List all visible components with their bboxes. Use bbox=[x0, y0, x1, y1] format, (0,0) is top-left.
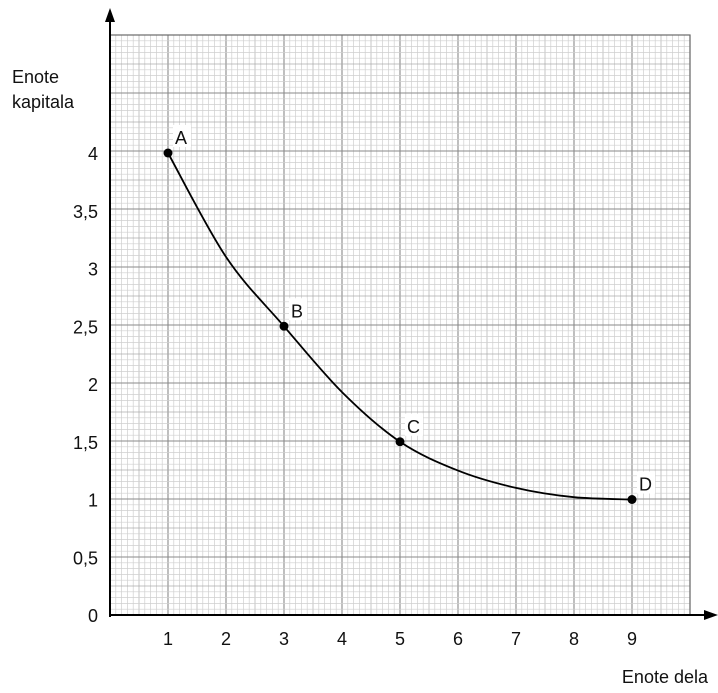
y-tick-label: 3 bbox=[88, 260, 98, 280]
y-tick-label: 1 bbox=[88, 491, 98, 511]
y-tick-label: 4 bbox=[88, 144, 98, 164]
x-axis-label: Enote dela bbox=[622, 667, 709, 687]
y-tick-label: 2,5 bbox=[73, 317, 98, 337]
point-label-d: D bbox=[639, 475, 652, 495]
point-label-c: C bbox=[407, 417, 420, 437]
isoquant-curve bbox=[167, 152, 633, 501]
point-b bbox=[279, 321, 289, 331]
x-tick-label: 1 bbox=[163, 629, 173, 649]
point-label-background bbox=[405, 413, 423, 436]
grid-paper bbox=[109, 34, 691, 616]
axes bbox=[105, 8, 718, 620]
x-tick-label: 4 bbox=[337, 629, 347, 649]
y-axis-label-line-1: Enote bbox=[12, 67, 59, 87]
y-tick-label: 1,5 bbox=[73, 433, 98, 453]
y-tick-label: 0 bbox=[88, 606, 98, 626]
x-tick-labels: 1 2 3 4 5 6 7 8 9 bbox=[163, 629, 637, 649]
point-c bbox=[395, 437, 405, 447]
x-tick-label: 6 bbox=[453, 629, 463, 649]
x-tick-label: 7 bbox=[511, 629, 521, 649]
point-label-background bbox=[173, 125, 191, 147]
x-tick-label: 5 bbox=[395, 629, 405, 649]
point-label-b: B bbox=[291, 301, 303, 321]
x-tick-label: 8 bbox=[569, 629, 579, 649]
y-axis-arrow bbox=[105, 8, 115, 22]
point-a bbox=[163, 148, 173, 158]
point-label-a: A bbox=[175, 128, 187, 148]
y-tick-label: 3,5 bbox=[73, 202, 98, 222]
y-axis-label-line-2: kapitala bbox=[12, 92, 75, 112]
y-tick-labels: 0 0,5 1 1,5 2 2,5 3 3,5 4 bbox=[73, 144, 98, 626]
x-tick-label: 3 bbox=[279, 629, 289, 649]
point-d bbox=[627, 495, 637, 504]
point-label-background bbox=[289, 298, 307, 321]
data-points: A B C D bbox=[163, 125, 655, 504]
y-tick-label: 2 bbox=[88, 375, 98, 395]
x-tick-label: 2 bbox=[221, 629, 231, 649]
x-tick-label: 9 bbox=[627, 629, 637, 649]
y-tick-label: 0,5 bbox=[73, 548, 98, 568]
x-axis-arrow bbox=[704, 610, 718, 620]
point-label-background bbox=[637, 471, 655, 494]
